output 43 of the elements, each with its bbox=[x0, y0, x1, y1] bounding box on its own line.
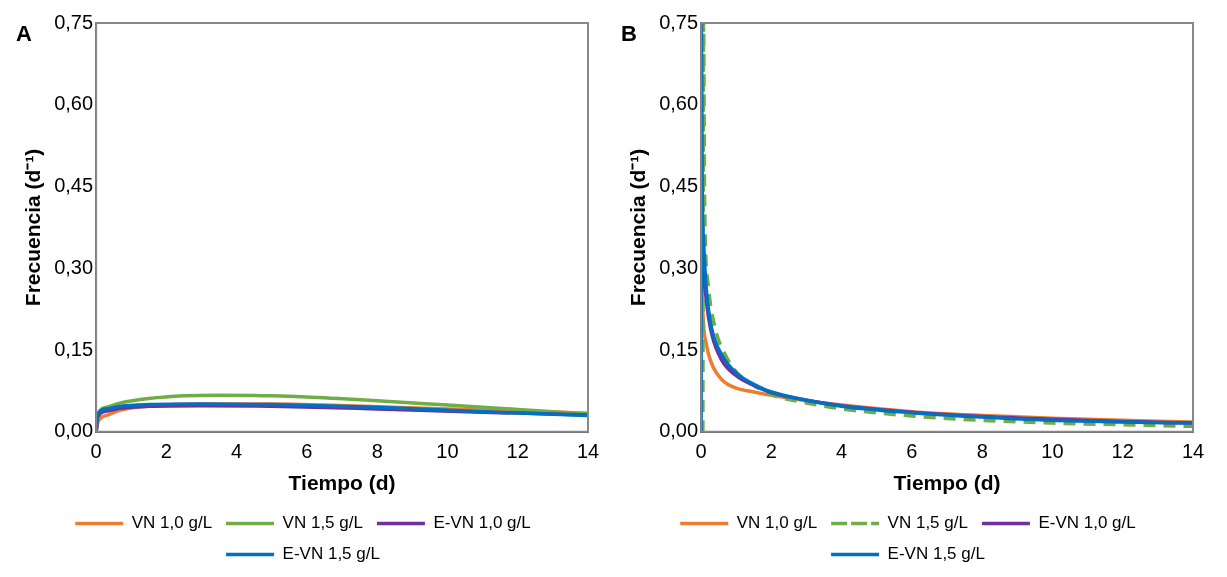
y-axis-title: Frecuencia (d⁻¹) bbox=[21, 148, 45, 307]
y-tick-label: 0,15 bbox=[54, 337, 94, 360]
x-axis-title: Tiempo (d) bbox=[893, 471, 1001, 495]
x-tick-label: 14 bbox=[576, 440, 600, 463]
x-tick-label: 8 bbox=[976, 440, 988, 463]
x-tick-label: 6 bbox=[301, 440, 313, 463]
legend-label: E-VN 1,5 g/L bbox=[282, 544, 380, 564]
y-tick-label: 0,45 bbox=[659, 174, 699, 197]
legend-label: E-VN 1,0 g/L bbox=[433, 513, 531, 533]
y-tick-label: 0,30 bbox=[659, 255, 699, 278]
y-tick-label: 0,00 bbox=[659, 419, 699, 442]
y-tick-label: 0,00 bbox=[54, 419, 94, 442]
x-tick-label: 2 bbox=[765, 440, 777, 463]
x-tick-label: 8 bbox=[371, 440, 383, 463]
legend-label: E-VN 1,5 g/L bbox=[887, 544, 985, 564]
x-tick-label: 12 bbox=[1111, 440, 1134, 463]
legend-label: VN 1,5 g/L bbox=[282, 513, 363, 533]
line-series bbox=[701, 23, 1193, 432]
x-tick-label: 2 bbox=[160, 440, 172, 463]
legend-label: VN 1,5 g/L bbox=[887, 513, 968, 533]
x-tick-label: 10 bbox=[436, 440, 459, 463]
legend-label: E-VN 1,0 g/L bbox=[1038, 513, 1136, 533]
x-axis-title: Tiempo (d) bbox=[288, 471, 396, 495]
legend-label: VN 1,0 g/L bbox=[131, 513, 213, 533]
text: B bbox=[621, 21, 637, 47]
y-tick-label: 0,60 bbox=[54, 92, 94, 115]
x-tick-label: 0 bbox=[90, 440, 102, 463]
y-tick-label: 0,30 bbox=[54, 255, 94, 278]
x-tick-label: 14 bbox=[1181, 440, 1205, 463]
y-tick-label: 0,45 bbox=[54, 174, 94, 197]
text: A bbox=[16, 21, 32, 47]
legend-label: VN 1,0 g/L bbox=[736, 513, 818, 533]
x-tick-label: 6 bbox=[906, 440, 918, 463]
y-tick-label: 0,75 bbox=[659, 10, 699, 33]
x-tick-label: 4 bbox=[231, 440, 243, 463]
y-axis-title: Frecuencia (d⁻¹) bbox=[626, 148, 650, 307]
y-tick-label: 0,60 bbox=[659, 92, 699, 115]
x-tick-label: 0 bbox=[695, 440, 707, 463]
x-tick-label: 4 bbox=[836, 440, 848, 463]
y-tick-label: 0,75 bbox=[54, 10, 94, 33]
x-tick-label: 10 bbox=[1041, 440, 1064, 463]
y-tick-label: 0,15 bbox=[659, 337, 699, 360]
x-tick-label: 12 bbox=[506, 440, 529, 463]
